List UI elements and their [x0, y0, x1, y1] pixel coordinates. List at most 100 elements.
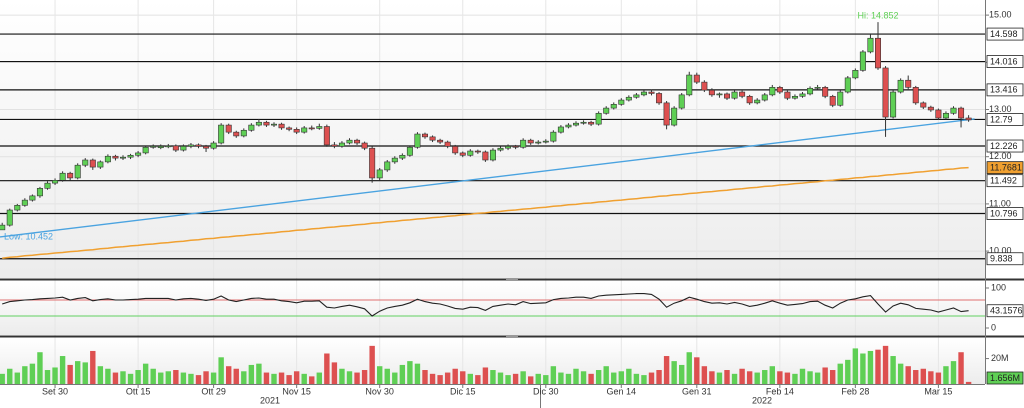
volume-bar: [935, 372, 942, 384]
volume-bar: [324, 353, 330, 384]
candle-body: [429, 136, 436, 141]
candle-body: [210, 142, 217, 149]
candle-body: [535, 141, 542, 144]
volume-bar: [263, 372, 270, 384]
candle-body: [346, 139, 353, 144]
volume-bar: [135, 370, 141, 384]
volume-bar: [897, 363, 904, 384]
rsi-last-label: 43.1576: [990, 306, 1023, 316]
candle-body: [633, 94, 640, 98]
candle-body: [723, 93, 730, 99]
candle-body: [542, 140, 549, 143]
rsi-last-label-box: [986, 304, 1024, 318]
volume-bar: [112, 372, 119, 384]
candle-body: [150, 146, 157, 148]
candle-body: [776, 87, 783, 93]
panel-grip: [506, 335, 518, 338]
volume-bar: [210, 372, 217, 384]
trendline: [0, 118, 975, 238]
candle-body: [656, 93, 663, 104]
high-annotation: Hi: 14.852: [857, 10, 898, 20]
x-tick-label: Feb 14: [766, 386, 794, 396]
candle-body: [882, 67, 889, 118]
candle-body: [746, 95, 753, 104]
level-label: 13.416: [990, 85, 1018, 95]
level-label: 14.016: [990, 56, 1018, 66]
volume-bar: [965, 381, 972, 384]
volume-bar: [656, 370, 662, 384]
volume-bar: [558, 372, 564, 384]
level-label-box: [986, 252, 1024, 266]
volume-bar: [928, 371, 934, 384]
candle-body: [890, 91, 897, 118]
volume-bar: [648, 372, 655, 384]
candle-body: [165, 145, 172, 148]
x-tick-label: Set 30: [42, 386, 68, 396]
volume-bar: [490, 370, 496, 384]
candle-body: [572, 122, 579, 126]
y-tick-label: 12.00: [989, 151, 1012, 161]
level-label: 12.79: [990, 114, 1013, 124]
volume-bar: [913, 370, 919, 384]
x-tick-label: Ott 29: [201, 386, 226, 396]
y-tick-label: 15.00: [989, 9, 1012, 19]
volume-bar: [686, 352, 692, 384]
volume-bar: [626, 368, 632, 384]
candle-body: [557, 126, 564, 133]
candle-body: [172, 145, 179, 151]
candle-body: [497, 147, 504, 151]
candle-body: [6, 209, 13, 226]
candle-body: [187, 144, 194, 147]
rsi-panel: [0, 282, 985, 335]
candle-body: [233, 131, 240, 137]
volume-bar: [346, 371, 353, 384]
volume-bar: [595, 370, 602, 384]
candle-body: [799, 93, 806, 97]
volume-bar: [301, 373, 307, 384]
candle-body: [663, 102, 670, 126]
candle-body: [588, 121, 595, 125]
candle-body: [482, 151, 489, 161]
volume-bar: [142, 363, 149, 384]
moving-average: [2, 166, 969, 259]
volume-bar: [127, 373, 134, 384]
rsi-tick-label: 0: [991, 322, 996, 332]
volume-bar: [671, 361, 677, 384]
volume-bar: [188, 373, 194, 384]
volume-bar: [75, 361, 81, 384]
candle-body: [837, 91, 844, 106]
volume-bar: [407, 361, 413, 384]
volume-bar: [392, 372, 398, 384]
level-label-box: [986, 27, 1024, 41]
candle-body: [550, 131, 557, 142]
candle-body: [610, 104, 617, 109]
volume-bar: [399, 364, 406, 384]
volume-bar: [460, 371, 466, 384]
candle-body: [874, 37, 881, 69]
candle-body: [112, 155, 119, 159]
volume-bar: [97, 366, 104, 384]
volume-bar: [694, 357, 700, 384]
volume-bar: [286, 375, 292, 384]
volume-last-label: 1.656M: [990, 373, 1020, 383]
candle-body: [240, 129, 247, 137]
candle-body: [678, 94, 685, 109]
x-tick-label: Gen 31: [682, 386, 712, 396]
candle-body: [512, 146, 519, 148]
candle-body: [829, 95, 836, 106]
volume-bar: [226, 366, 232, 384]
candle-body: [14, 205, 21, 211]
volume-bar: [248, 364, 255, 384]
volume-bar: [845, 359, 851, 384]
candle-body: [36, 188, 43, 197]
candle-body: [399, 154, 406, 159]
candle-body: [157, 146, 164, 149]
volume-bar: [293, 371, 300, 384]
volume-bar: [573, 368, 579, 384]
x-tick-label: Dic 30: [533, 386, 559, 396]
volume-bar: [890, 356, 896, 384]
candle-body: [912, 87, 919, 104]
volume-bar: [543, 375, 549, 384]
volume-bar: [769, 366, 775, 384]
volume-bar: [361, 370, 368, 384]
